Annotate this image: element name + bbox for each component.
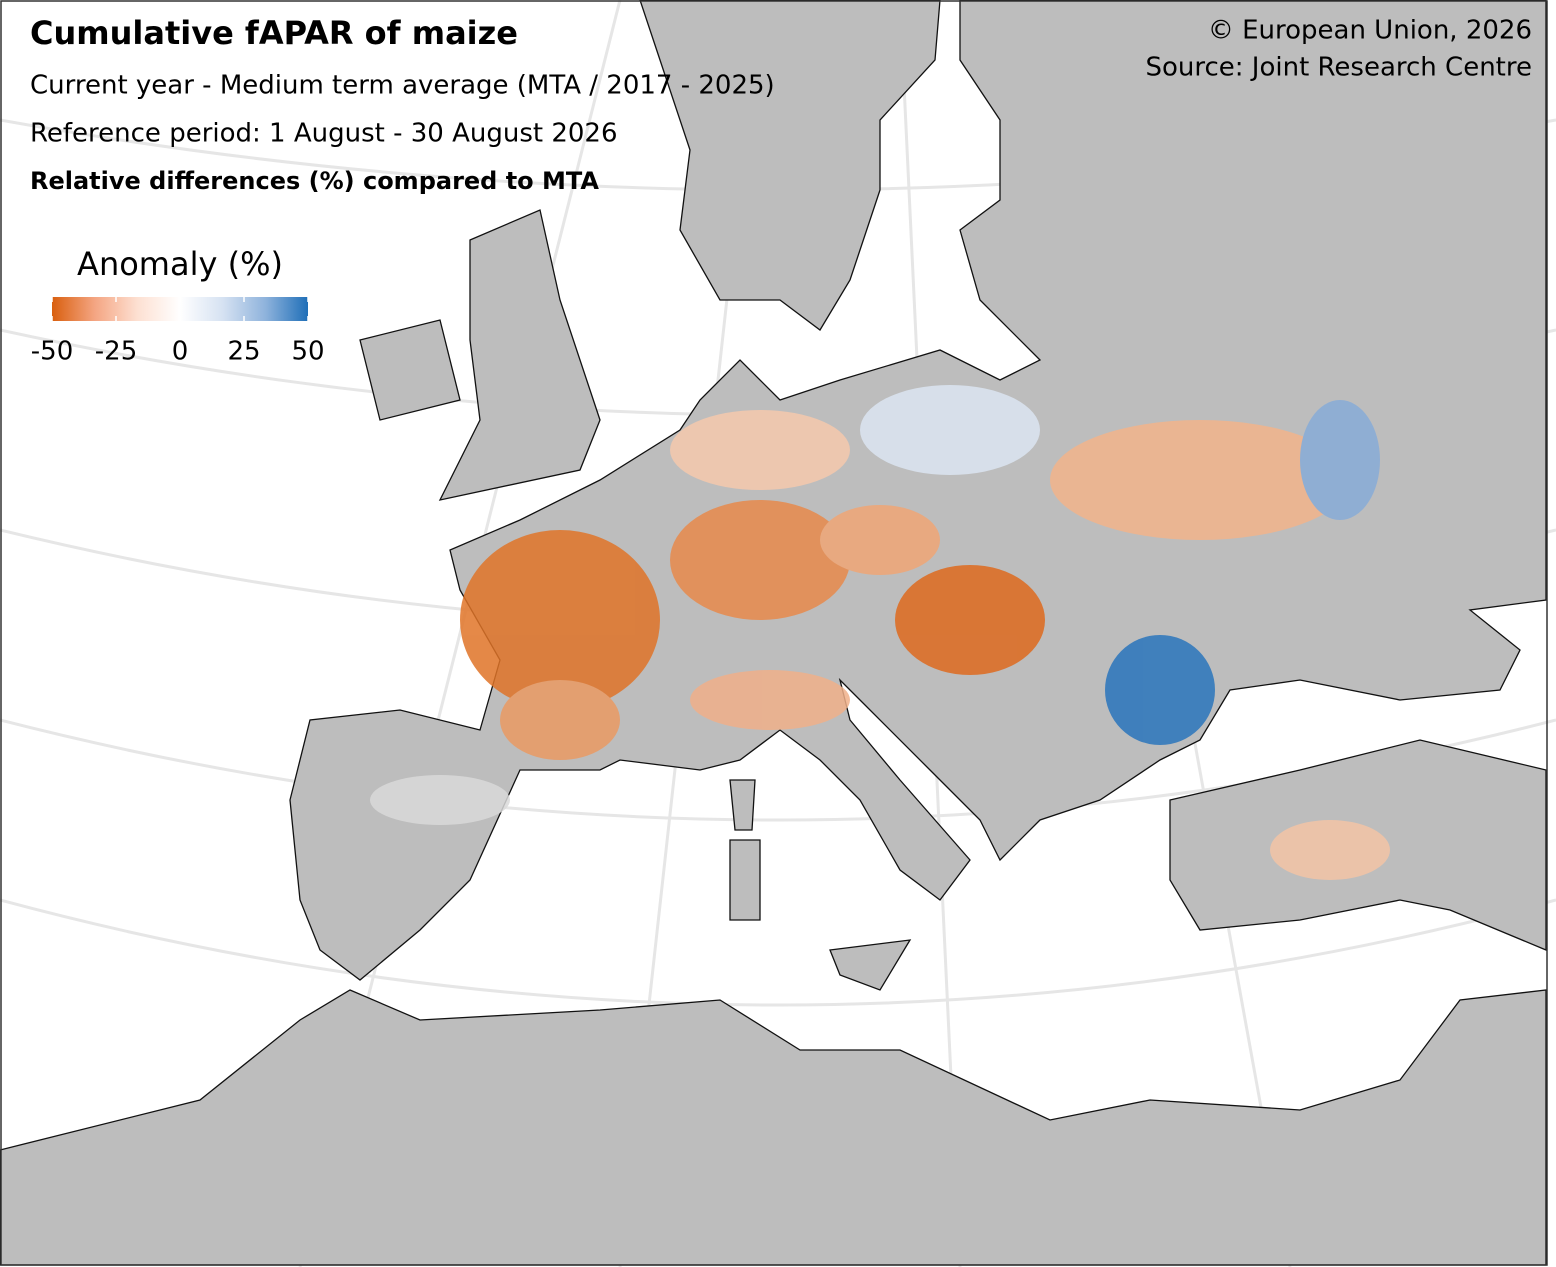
note: Relative differences (%) compared to MTA <box>30 167 599 195</box>
legend-tick-label: 0 <box>172 337 189 367</box>
legend-title: Anomaly (%) <box>77 245 283 283</box>
legend-tick-label: -25 <box>95 337 137 367</box>
map-title: Cumulative fAPAR of maize <box>30 14 518 52</box>
legend-tick-label: 25 <box>227 337 260 367</box>
anomaly-pattern <box>370 385 1390 880</box>
reference-period: Reference period: 1 August - 30 August 2… <box>30 119 618 149</box>
legend-tick-label: -50 <box>31 337 73 367</box>
legend-tick-label: 50 <box>291 337 324 367</box>
credit: © European Union, 2026 <box>1208 16 1532 46</box>
credit: Source: Joint Research Centre <box>1145 53 1532 83</box>
subtitle: Current year - Medium term average (MTA … <box>30 71 775 101</box>
